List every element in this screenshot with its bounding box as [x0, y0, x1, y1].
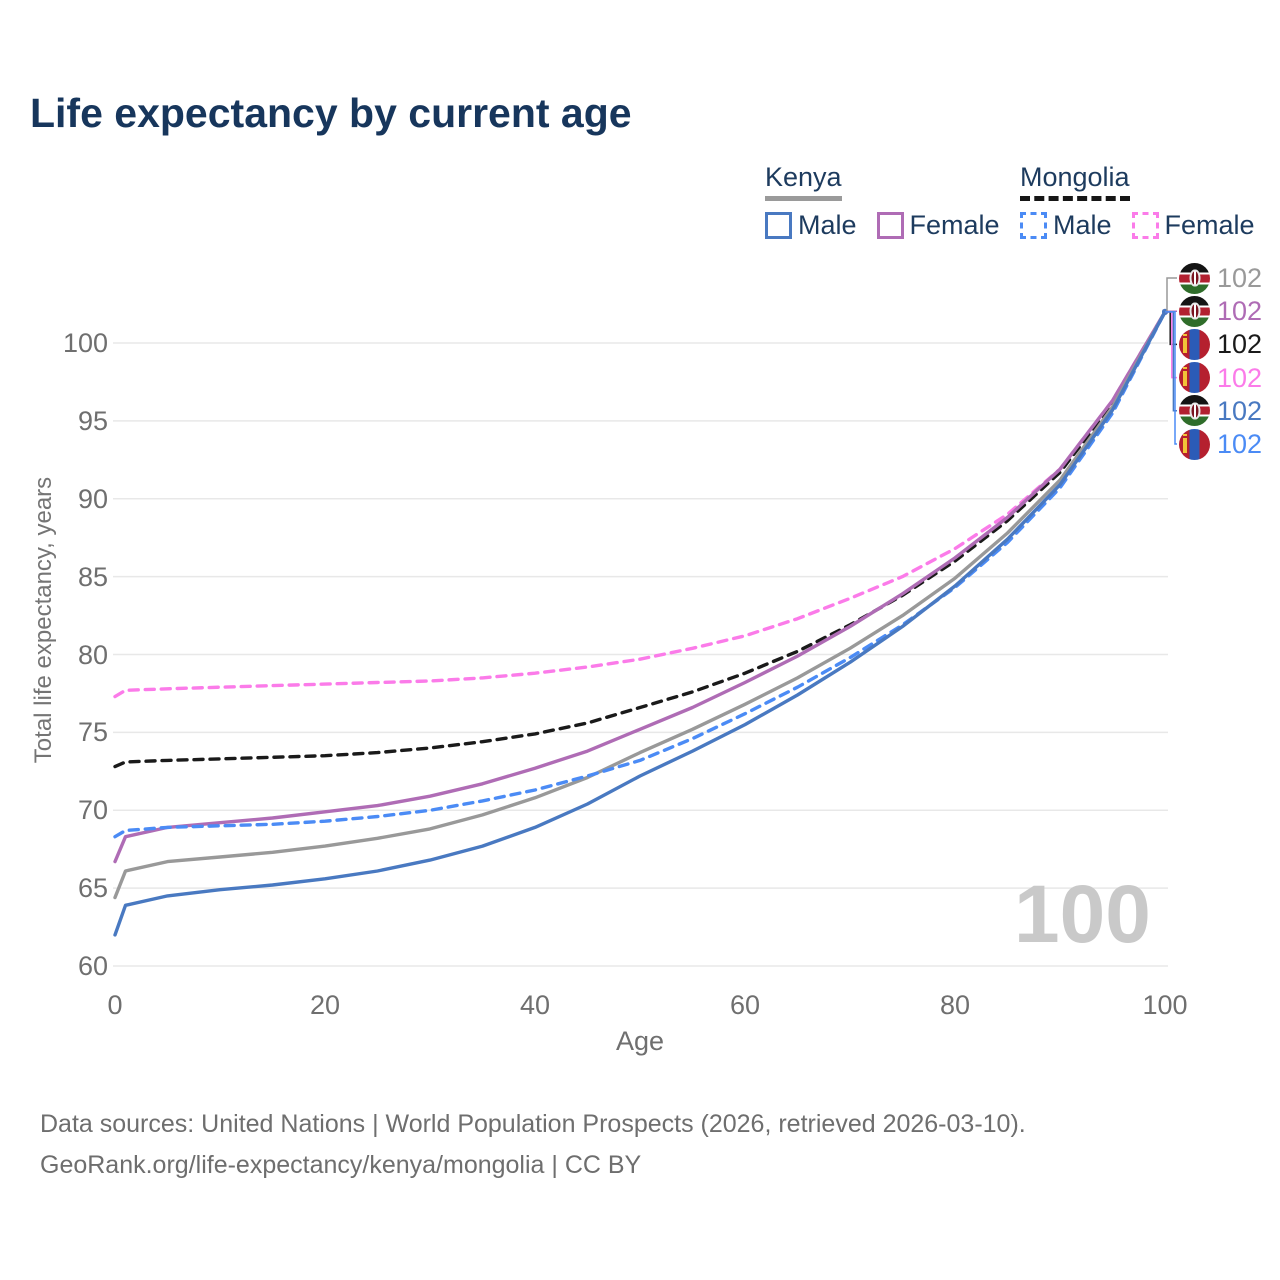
mongolia-flag-icon [1179, 428, 1210, 460]
line-mongolia-male [113, 310, 1167, 839]
endpoint-row-kenya-male: 102 [1179, 395, 1262, 427]
legend-item-kenya-female[interactable]: Female [876, 210, 1000, 241]
y-tick-95: 95 [77, 405, 108, 436]
legend-item-kenya-male[interactable]: Male [765, 210, 857, 241]
y-tick-90: 90 [77, 483, 108, 514]
mongolia-flag-icon [1179, 328, 1210, 360]
line-mongolia-female [113, 310, 1167, 699]
kenya-male-swatch-icon [765, 212, 792, 239]
legend-item-mongolia-female[interactable]: Female [1131, 210, 1255, 241]
line-kenya-female [113, 310, 1167, 864]
x-tick-20: 20 [309, 990, 341, 1020]
legend-country-kenya: Kenya [765, 162, 842, 201]
legend-group-kenya: Kenya Male Female [765, 162, 1000, 241]
y-tick-85: 85 [77, 561, 108, 592]
y-tick-65: 65 [77, 873, 108, 904]
line-mongolia-both-sexes [113, 310, 1167, 769]
y-tick-75: 75 [77, 717, 108, 748]
legend-item-label: Male [798, 210, 857, 240]
line-kenya-both-sexes [113, 310, 1167, 900]
y-tick-70: 70 [77, 795, 108, 826]
x-tick-80: 80 [939, 990, 971, 1020]
line-kenya-male [113, 310, 1167, 937]
x-tick-0: 0 [107, 990, 123, 1020]
y-tick-80: 80 [77, 639, 108, 670]
end-value-label: 102 [1217, 296, 1263, 327]
kenya-female-swatch-icon [876, 212, 904, 239]
endpoint-row-kenya-female: 102 [1179, 295, 1262, 327]
kenya-flag-icon [1179, 262, 1210, 294]
x-tick-100: 100 [1142, 990, 1188, 1020]
end-value-label: 102 [1217, 263, 1263, 293]
end-value-label: 102 [1217, 429, 1263, 459]
x-tick-40: 40 [519, 990, 551, 1020]
endpoint-row-kenya-both-sexes: 102 [1179, 262, 1262, 294]
legend-item-label: Female [1164, 210, 1255, 240]
x-tick-60: 60 [729, 990, 761, 1020]
y-tick-100: 100 [62, 328, 108, 358]
kenya-flag-icon [1179, 395, 1210, 427]
endpoint-row-mongolia-female: 102 [1179, 362, 1262, 394]
footer-link-line: GeoRank.org/life-expectancy/kenya/mongol… [40, 1151, 642, 1179]
endpoint-row-mongolia-male: 102 [1179, 428, 1262, 460]
legend-country-mongolia: Mongolia [1020, 162, 1130, 201]
endpoint-row-mongolia-both-sexes: 102 [1179, 328, 1262, 360]
end-value-label: 102 [1217, 329, 1263, 360]
footer-source-line: Data sources: United Nations | World Pop… [40, 1110, 1026, 1138]
mongolia-flag-icon [1179, 362, 1210, 394]
legend-item-mongolia-male[interactable]: Male [1020, 210, 1112, 241]
kenya-flag-icon [1179, 295, 1210, 327]
end-value-label: 102 [1217, 362, 1263, 393]
leader-line-mongolia [1165, 311, 1177, 445]
y-axis-title: Total life expectancy, years [30, 476, 57, 764]
footer: Data sources: United Nations | World Pop… [40, 1104, 1026, 1186]
end-value-label: 102 [1217, 395, 1263, 426]
age-watermark: 100 [1014, 869, 1151, 960]
y-tick-60: 60 [77, 951, 108, 981]
mongolia-female-swatch-icon [1131, 212, 1159, 239]
page-title: Life expectancy by current age [30, 90, 632, 136]
x-axis-title: Age [615, 1026, 665, 1056]
mongolia-male-swatch-icon [1020, 212, 1047, 239]
leader-line-kenya [1165, 277, 1177, 313]
legend-item-label: Female [909, 210, 1000, 240]
legend-item-label: Male [1053, 210, 1112, 240]
legend-group-mongolia: Mongolia Male Female [1020, 162, 1255, 241]
